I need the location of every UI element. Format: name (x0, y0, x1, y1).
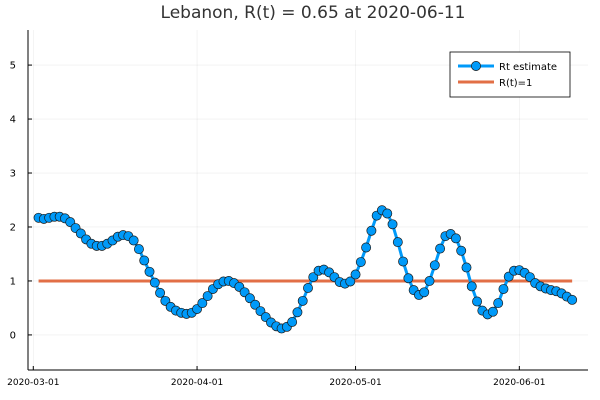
rt-estimate-point (450, 233, 461, 244)
rt-estimate-point (487, 306, 498, 317)
rt-estimate-point (498, 284, 509, 294)
rt-estimate-point (429, 260, 440, 271)
y-tick-label: 0 (10, 330, 16, 341)
rt-estimate-point (133, 244, 144, 255)
series-layer (33, 205, 578, 334)
y-tick-label: 5 (10, 61, 16, 72)
rt-estimate-point (567, 294, 578, 305)
rt-estimate-point (392, 237, 403, 248)
rt-estimate-point (366, 225, 377, 236)
legend-ref-label: R(t)=1 (499, 78, 532, 89)
y-tick-label: 1 (10, 276, 16, 287)
rt-estimate-point (128, 235, 139, 246)
legend-rt-marker (471, 61, 481, 71)
rt-estimate-point (155, 287, 166, 298)
rt-estimate-point (493, 298, 504, 309)
rt-estimate-point (424, 276, 435, 286)
y-tick-label: 4 (10, 115, 16, 126)
rt-estimate-point (250, 299, 261, 310)
rt-estimate-point (350, 269, 361, 280)
rt-estimate-point (403, 273, 414, 284)
rt-estimate-point (456, 245, 467, 256)
rt-estimate-point (345, 276, 356, 287)
rt-estimate-point (466, 281, 477, 292)
rt-estimate-point (472, 296, 483, 307)
rt-estimate-point (139, 255, 150, 266)
rt-estimate-point (303, 283, 313, 293)
rt-estimate-point (361, 242, 372, 253)
rt-estimate-point (308, 272, 319, 283)
rt-estimate-point (461, 262, 472, 273)
rt-estimate-point (197, 298, 208, 309)
x-tick-label: 2020-06-01 (493, 378, 545, 388)
rt-estimate-point (244, 293, 255, 304)
axes: 2020-03-01 2020-04-01 2020-05-01 2020-06-01… (7, 30, 588, 388)
y-tick-label: 2 (10, 222, 16, 233)
rt-estimate-point (435, 243, 446, 254)
x-tick-label: 2020-03-01 (7, 378, 59, 388)
rt-estimate-point (144, 266, 155, 277)
x-tick-label: 2020-05-01 (329, 378, 381, 388)
rt-estimate-point (149, 277, 160, 288)
rt-estimate-point (202, 291, 213, 302)
rt-estimate-point (387, 219, 398, 230)
rt-estimate-point (382, 208, 393, 219)
rt-estimate-point (355, 257, 366, 268)
rt-estimate-point (292, 307, 303, 318)
legend-rt-label: Rt estimate (499, 62, 557, 73)
legend-box (449, 51, 571, 98)
chart-title: Lebanon, R(t) = 0.65 at 2020-06-11 (161, 3, 466, 23)
rt-estimate-point (287, 317, 298, 327)
y-tick-label: 3 (10, 169, 16, 180)
x-tick-label: 2020-04-01 (171, 378, 223, 388)
legend: Rt estimate R(t)=1 (449, 51, 571, 98)
rt-estimate-point (419, 287, 430, 298)
rt-estimate-point (398, 256, 409, 267)
rt-estimate-point (297, 295, 308, 306)
